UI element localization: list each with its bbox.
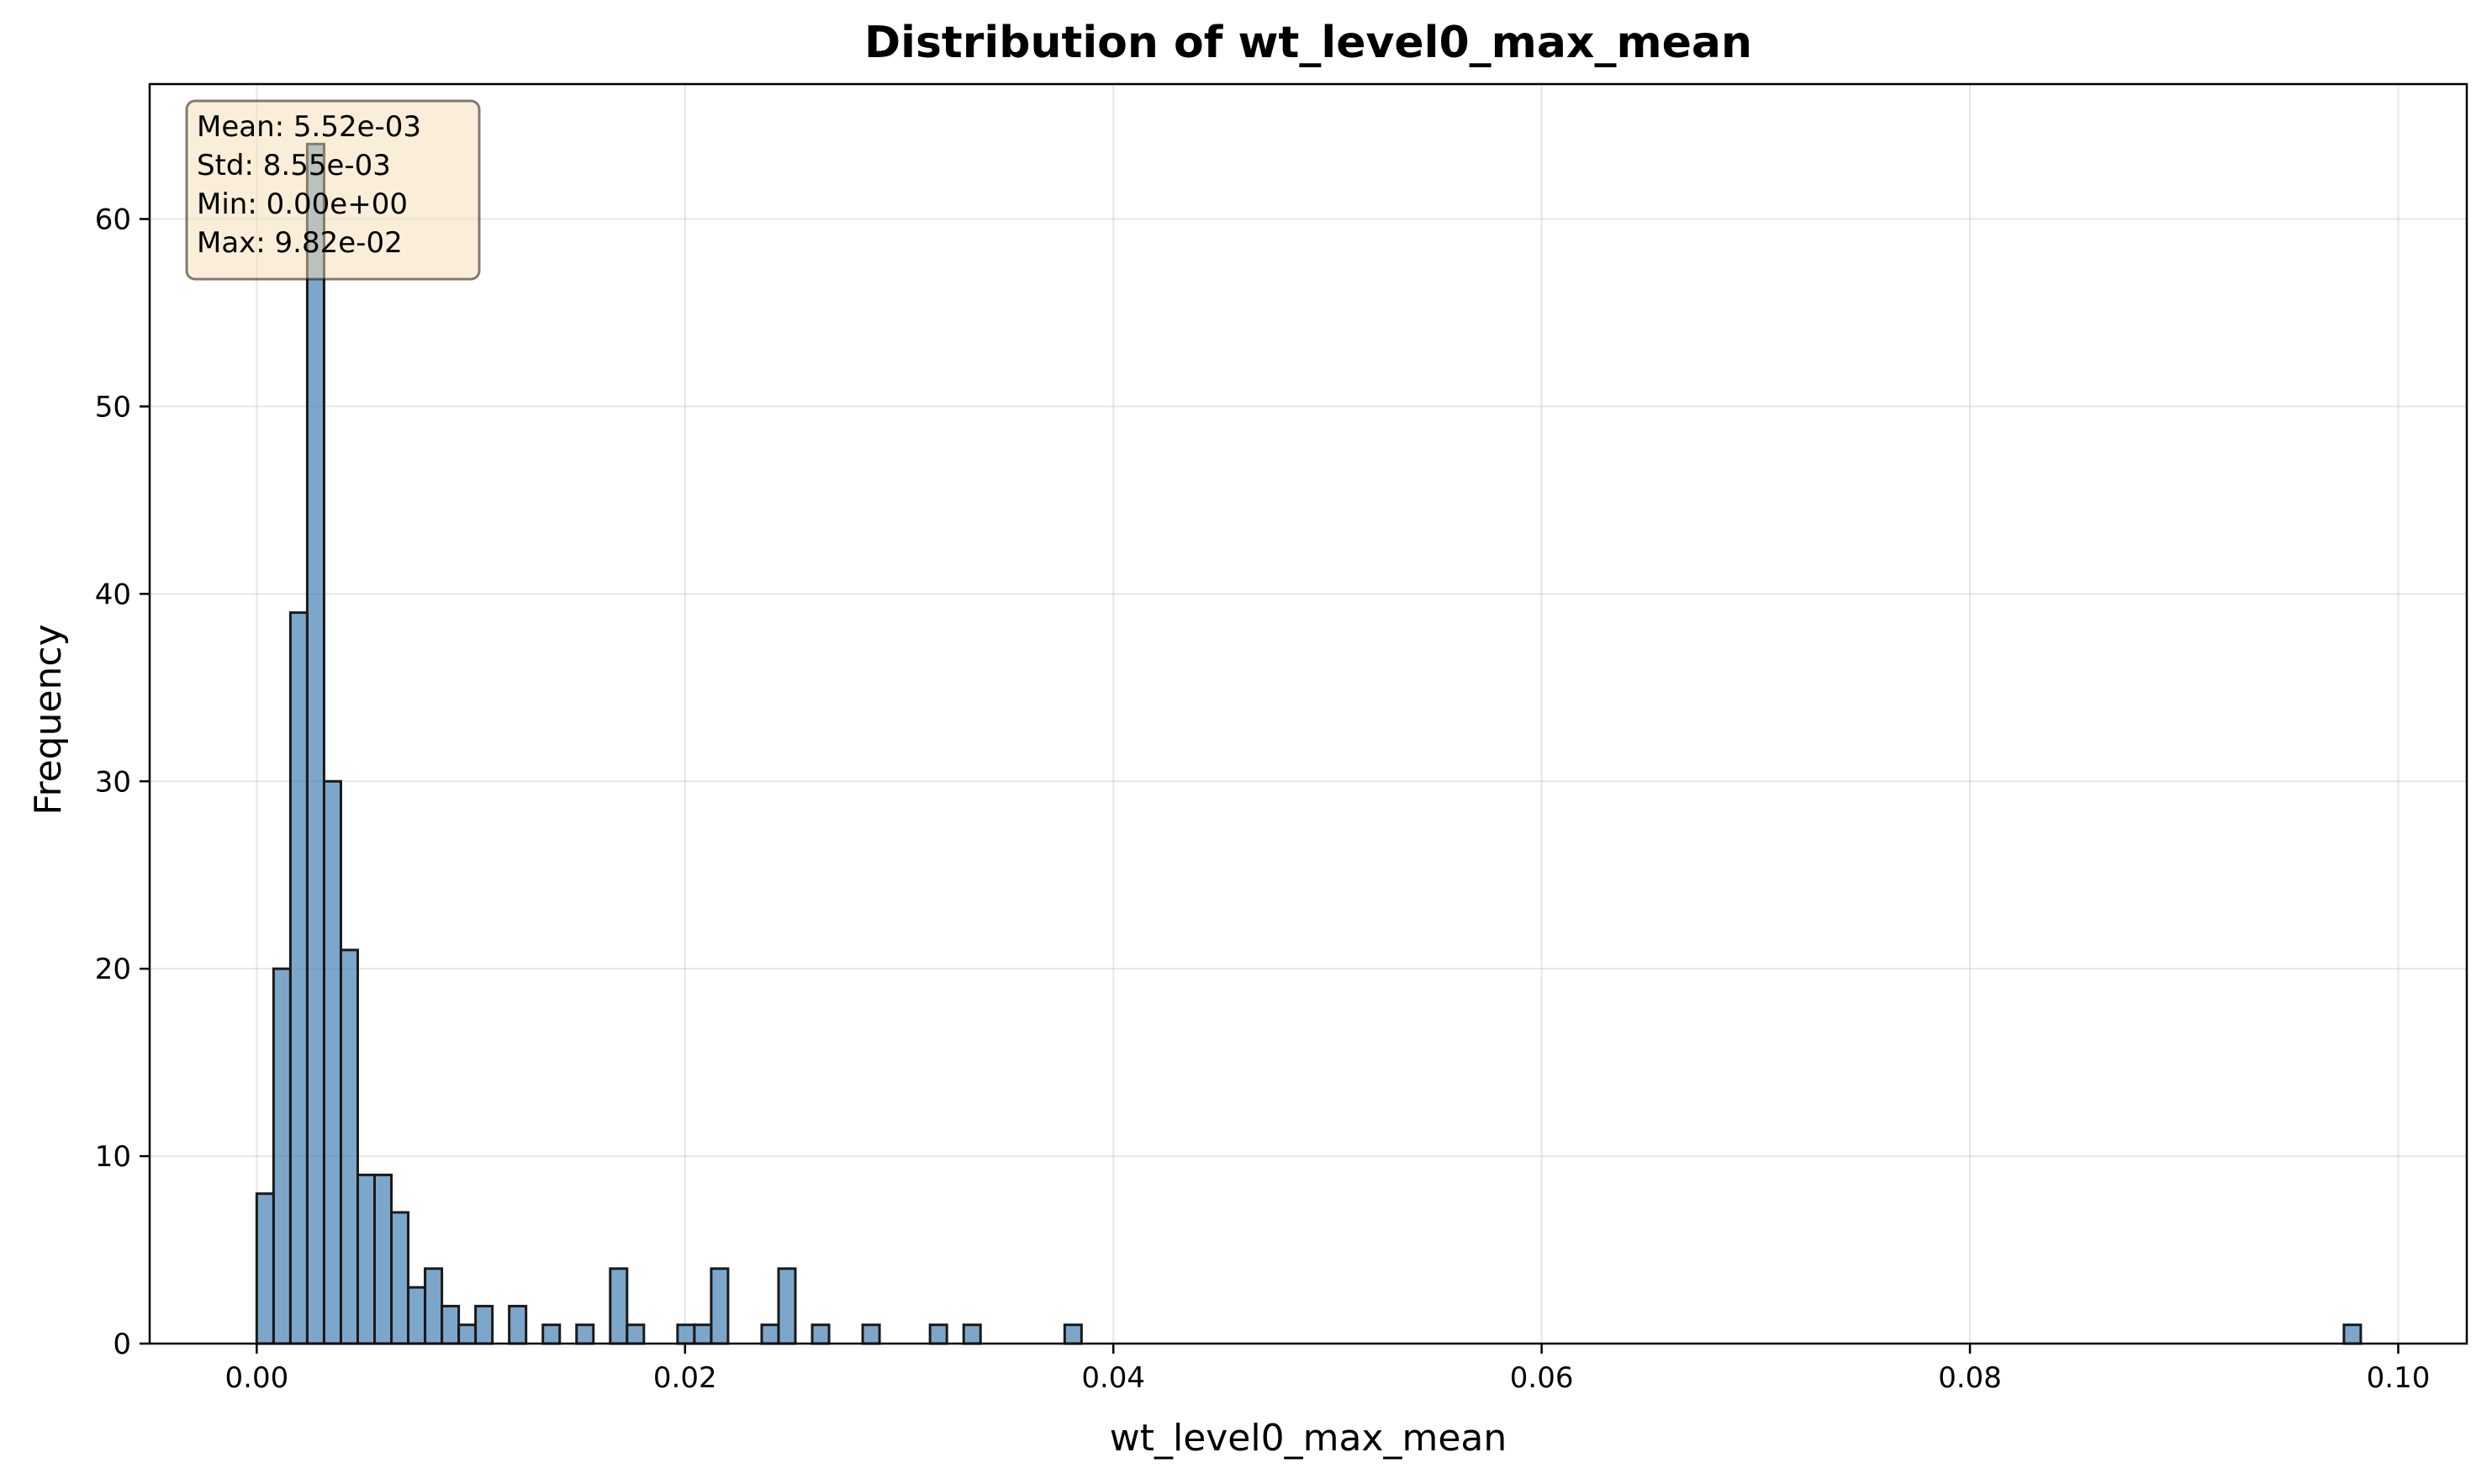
histogram-bar [339,948,359,1345]
histogram-bar [508,1304,528,1345]
x-tick-label: 0.00 [225,1361,289,1395]
y-tick-label: 40 [95,578,131,611]
histogram-bar [1063,1323,1083,1345]
histogram-bar [861,1323,881,1345]
histogram-bar [609,1267,629,1345]
histogram-bar [424,1267,444,1345]
stats-line: Max: 9.82e-02 [197,226,403,260]
stats-line: Min: 0.00e+00 [197,187,408,221]
histogram-bar [441,1304,461,1345]
histogram-bar [407,1286,427,1345]
chart-title: Distribution of wt_level0_max_mean [864,18,1752,68]
x-axis-label: wt_level0_max_mean [1110,1417,1507,1460]
y-axis-label: Frequency [27,624,70,815]
x-tick-label: 0.06 [1510,1361,1574,1395]
histogram-bar [390,1211,410,1345]
stats-box-background [185,99,481,281]
histogram-bar [322,779,342,1345]
histogram-bar [255,1192,275,1345]
histogram-bar [305,142,325,1345]
histogram-bar [928,1323,948,1345]
stats-line: Mean: 5.52e-03 [197,110,421,144]
x-tick-label: 0.04 [1081,1361,1145,1395]
histogram-bar [676,1323,696,1345]
histogram-bar [373,1173,393,1345]
histogram-bar [810,1323,831,1345]
ticks: 0.00 0.02 0.04 0.06 0.08 0.10 0 10 20 30 40 50 60 [95,203,2431,1396]
histogram-bar [777,1267,797,1345]
stats-box: Mean: 5.52e-03 Std: 8.55e-03 Min: 0.00e+00… [185,99,481,281]
histogram-bar [693,1323,713,1345]
histogram-bar [474,1304,494,1345]
histogram-bar [626,1323,646,1345]
x-tick-label: 0.02 [653,1361,717,1395]
histogram-bars [255,142,2363,1345]
histogram-bar [710,1267,730,1345]
x-tick-label: 0.10 [2367,1361,2431,1395]
histogram-bar [272,967,292,1345]
y-tick-label: 50 [95,390,131,424]
stats-line: Std: 8.55e-03 [197,149,391,182]
y-tick-label: 60 [95,203,131,237]
x-tick-label: 0.08 [1938,1361,2002,1395]
histogram-bar [575,1323,595,1345]
histogram-bar [356,1173,377,1345]
y-tick-label: 10 [95,1140,131,1174]
y-tick-label: 20 [95,953,131,986]
axes [148,82,2468,1345]
y-tick-label: 30 [95,765,131,799]
histogram-bar [457,1323,478,1345]
histogram-bar [541,1323,562,1345]
histogram-bar [760,1323,780,1345]
plot-frame [148,82,2468,1345]
histogram-bar [2342,1323,2363,1345]
y-tick-label: 0 [113,1328,131,1361]
histogram-bar [288,611,309,1345]
histogram-bar [962,1323,982,1345]
